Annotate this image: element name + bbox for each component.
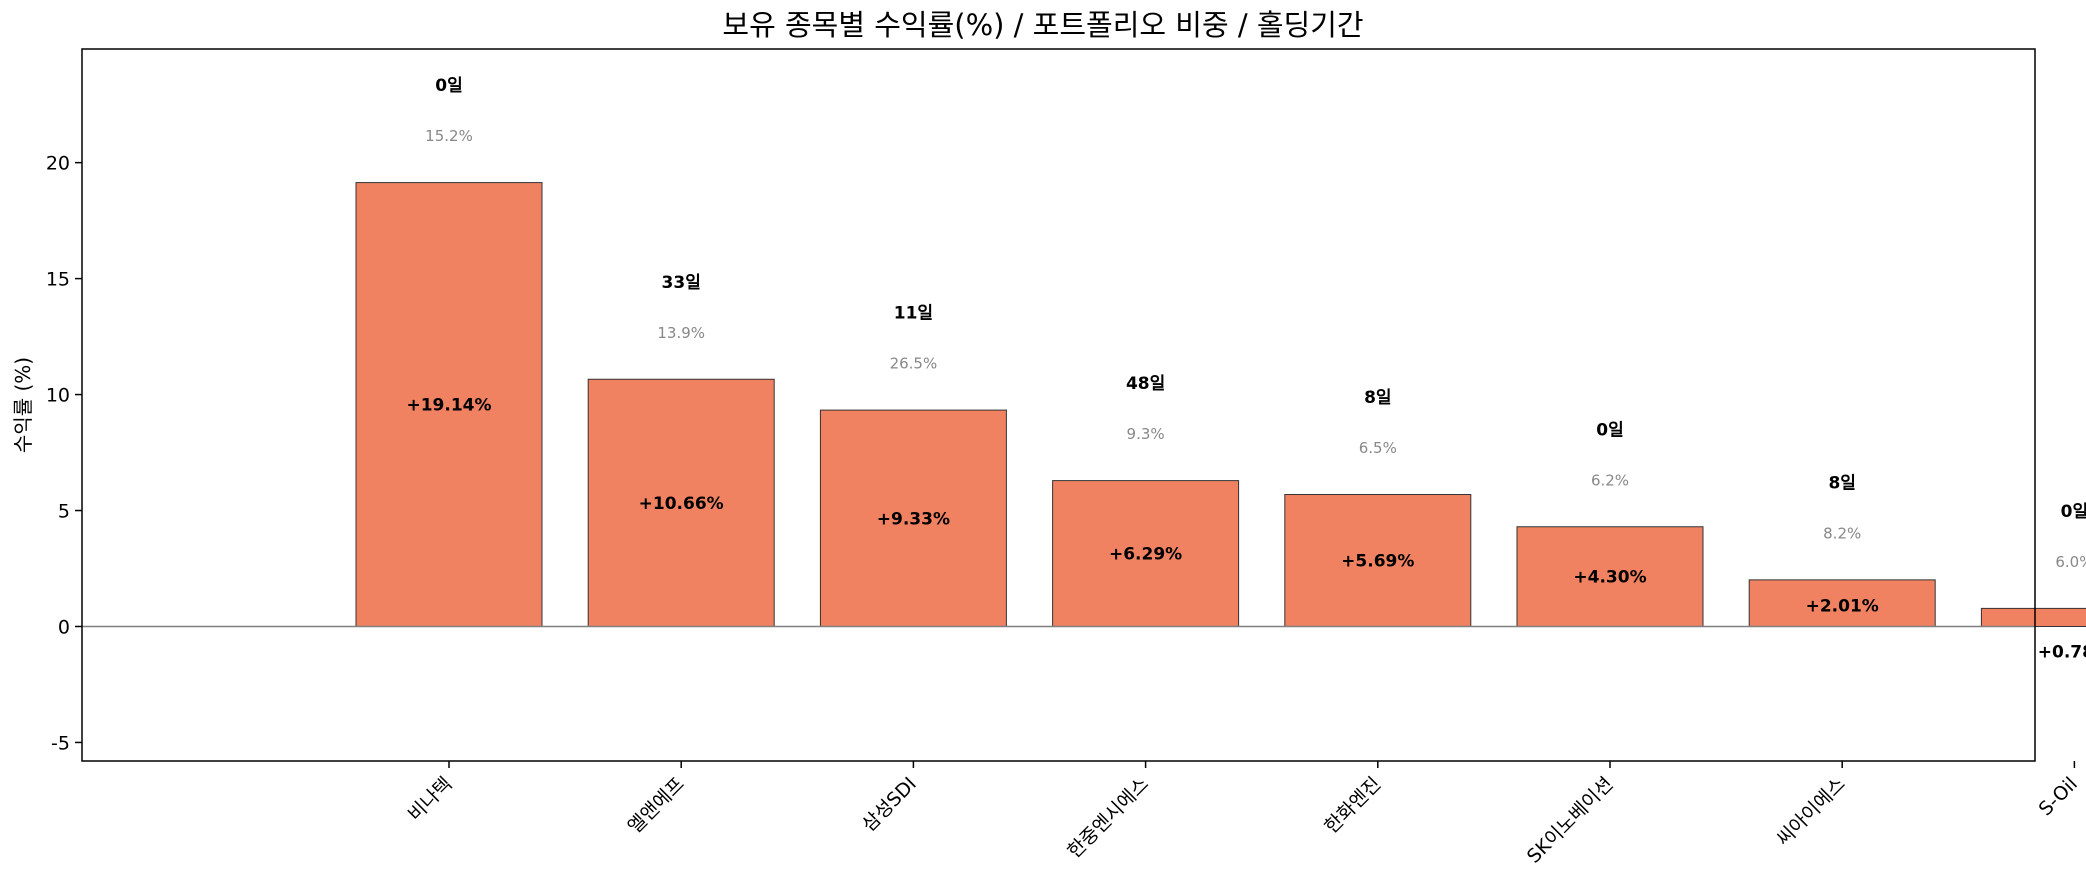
portfolio-weight-label: 6.0% (2055, 553, 2086, 571)
bar-value-label: +9.33% (877, 509, 950, 529)
portfolio-weight-label: 6.5% (1359, 439, 1397, 457)
bar (1284, 494, 1472, 627)
holding-period-label: 11일 (894, 304, 933, 324)
portfolio-weight-label: 13.9% (657, 324, 705, 342)
holding-period-label: 48일 (1126, 374, 1165, 394)
bar (1980, 607, 2086, 627)
y-tick-label: 5 (58, 501, 70, 523)
holding-period-label: 0일 (435, 76, 462, 96)
holding-period-label: 8일 (1828, 473, 1855, 493)
bar-value-label: +19.14% (406, 396, 491, 416)
x-tick-label: SK이노베이션 (1523, 773, 1618, 868)
x-tick-label: 비나텍 (404, 773, 457, 826)
x-tick-label: 한화엔진 (1320, 773, 1385, 838)
x-tick-label: 엘앤에프 (624, 773, 689, 838)
bar (1748, 579, 1936, 627)
bar (819, 409, 1007, 627)
bar-value-label: +5.69% (1341, 552, 1414, 572)
portfolio-weight-label: 15.2% (425, 127, 473, 145)
portfolio-weight-label: 6.2% (1591, 471, 1629, 489)
portfolio-weight-label: 8.2% (1823, 524, 1861, 542)
y-axis-label: 수익률 (%) (11, 357, 35, 453)
bar (1516, 526, 1704, 627)
plot-frame (81, 48, 2036, 762)
bar-value-label: +4.30% (1573, 568, 1646, 588)
x-tick-label: 씨아이에스 (1772, 773, 1849, 850)
holding-period-label: 0일 (2061, 502, 2086, 522)
bar-value-label: +6.29% (1109, 545, 1182, 565)
chart-title: 보유 종목별 수익률(%) / 포트폴리오 비중 / 홀딩기간 (722, 8, 1363, 42)
bar (355, 182, 543, 627)
y-tick-label: 15 (46, 269, 70, 291)
bar-value-label: +0.78% (2038, 642, 2086, 662)
y-tick-label: 10 (46, 385, 70, 407)
holding-period-label: 8일 (1364, 388, 1391, 408)
portfolio-weight-label: 9.3% (1127, 425, 1165, 443)
x-tick-label: S-Oil (2035, 773, 2082, 820)
y-tick-label: -5 (51, 732, 70, 754)
portfolio-weight-label: 26.5% (890, 355, 938, 373)
bar-value-label: +2.01% (1806, 596, 1879, 616)
holding-period-label: 0일 (1596, 420, 1623, 440)
x-tick-label: 삼성SDI (858, 773, 921, 836)
holding-period-label: 33일 (662, 273, 701, 293)
bar-value-label: +10.66% (639, 494, 724, 514)
y-tick-label: 0 (58, 616, 70, 638)
bar (587, 378, 775, 627)
y-tick-label: 20 (46, 153, 70, 175)
x-tick-label: 한중엔시에스 (1063, 773, 1153, 863)
